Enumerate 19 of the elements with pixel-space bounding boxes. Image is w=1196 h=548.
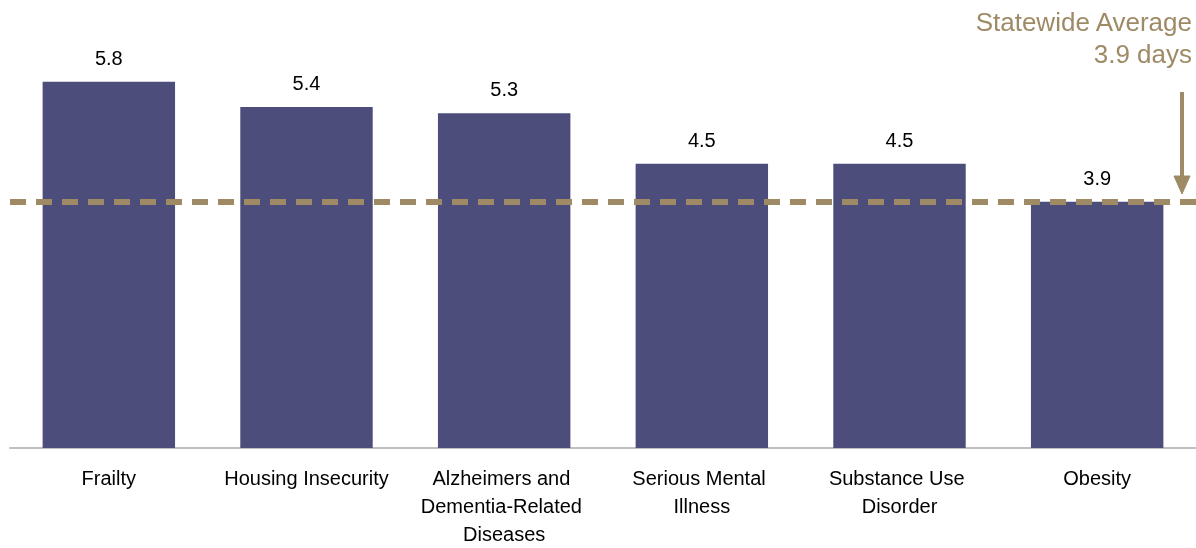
data-label: 5.8 [94, 46, 123, 69]
bar [833, 163, 966, 448]
x-tick-label: Substance Use Disorder [828, 467, 971, 517]
bar [635, 163, 769, 448]
x-tick-label: Alzheimers and Dementia-Related Diseases [420, 467, 588, 545]
bar [42, 81, 176, 448]
x-tick-label: Obesity [1063, 467, 1132, 489]
bar [240, 106, 373, 448]
bar [437, 113, 571, 448]
data-label: 3.9 [1083, 166, 1112, 189]
data-label: 5.4 [292, 71, 321, 94]
ref-line-label: Statewide Average 3.9 days [975, 6, 1192, 70]
bar [1030, 201, 1164, 448]
x-tick-label: Serious Mental Illness [632, 467, 772, 517]
x-tick-label: Housing Insecurity [224, 467, 389, 489]
x-tick-label: Frailty [81, 467, 137, 489]
data-label: 4.5 [687, 128, 716, 151]
data-label: 5.3 [490, 78, 519, 101]
data-label: 4.5 [885, 128, 914, 151]
